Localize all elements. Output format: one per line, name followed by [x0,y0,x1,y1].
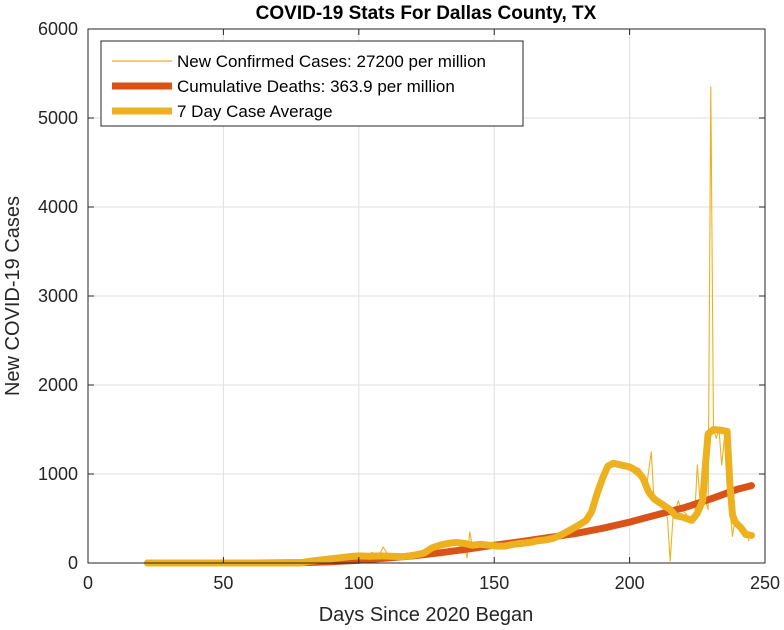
data-lines [144,86,755,567]
series-line-2 [144,426,755,567]
chart-title: COVID-19 Stats For Dallas County, TX [256,3,597,24]
y-tick-label: 1000 [38,464,78,484]
x-tick-label: 200 [615,573,645,593]
axes [87,28,766,564]
legend-label-deaths: Cumulative Deaths: 363.9 per million [177,77,455,96]
y-tick-label: 0 [68,553,78,573]
y-tick-label: 5000 [38,108,78,128]
x-tick-labels: 0 50 100 150 200 250 [83,573,780,593]
y-tick-label: 3000 [38,286,78,306]
y-tick-label: 2000 [38,375,78,395]
x-tick-label: 250 [750,573,780,593]
x-tick-label: 50 [213,573,233,593]
legend-label-new-cases: New Confirmed Cases: 27200 per million [177,52,486,71]
y-tick-label: 4000 [38,197,78,217]
x-tick-label: 150 [479,573,509,593]
legend-label-7day-average: 7 Day Case Average [177,102,333,121]
x-tick-label: 100 [344,573,374,593]
legend: New Confirmed Cases: 27200 per million C… [100,40,524,127]
y-axis-label: New COVID-19 Cases [2,196,24,396]
y-tick-labels: 0 1000 2000 3000 4000 5000 6000 [38,19,78,573]
y-tick-label: 6000 [38,19,78,39]
x-axis-label: Days Since 2020 Began [319,604,534,626]
x-tick-label: 0 [83,573,93,593]
